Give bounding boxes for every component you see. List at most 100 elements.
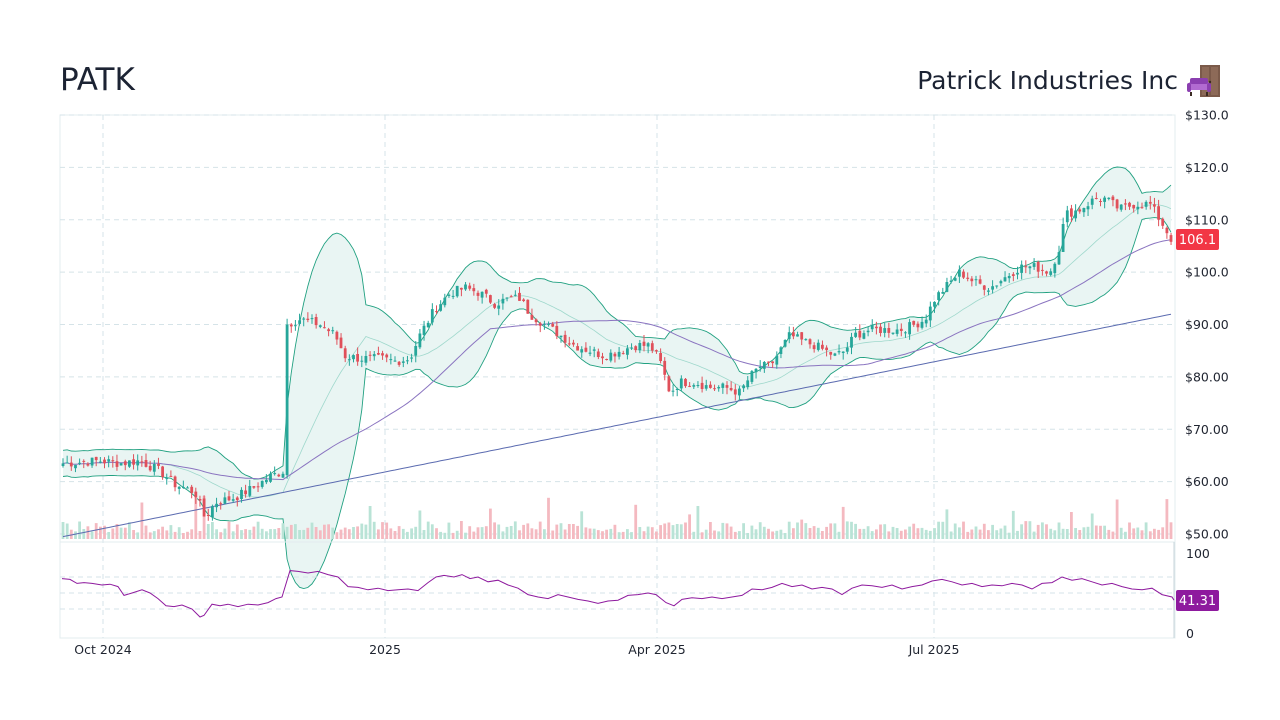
volume-bar (368, 506, 372, 539)
volume-bar (700, 532, 704, 539)
candle-body (202, 498, 206, 517)
company-name: Patrick Industries Inc (917, 66, 1178, 95)
candle-body (638, 343, 642, 351)
volume-bar (306, 527, 310, 539)
volume-bar (1053, 530, 1057, 539)
volume-bar (1074, 528, 1077, 539)
volume-bar (1045, 524, 1048, 539)
candle-body (1128, 202, 1131, 207)
volume-bar (937, 521, 940, 539)
volume-bar (613, 524, 617, 539)
volume-bar (426, 521, 430, 539)
candle-body (1053, 263, 1057, 274)
volume-bar (837, 531, 841, 539)
candle-body (65, 462, 69, 464)
volume-bar (609, 528, 613, 539)
volume-bar (987, 530, 990, 539)
candle-body (999, 281, 1003, 284)
volume-bar (933, 528, 936, 539)
volume-bar (414, 526, 418, 539)
volume-bar (887, 531, 891, 539)
volume-bar (526, 523, 530, 539)
volume-bar (783, 533, 787, 539)
candle-body (626, 348, 629, 355)
volume-bar (1124, 531, 1127, 539)
candle-body (161, 466, 164, 477)
candle-body (1140, 207, 1144, 209)
volume-bar (958, 527, 961, 539)
candle-body (717, 387, 721, 389)
candle-body (302, 318, 306, 320)
volume-bar (787, 521, 791, 539)
candle-body (933, 301, 936, 307)
volume-bar (1032, 531, 1036, 539)
candle-body (700, 382, 704, 389)
candle-body (190, 486, 194, 493)
candle-body (821, 344, 824, 349)
candle-body (982, 285, 986, 290)
volume-bar (252, 526, 256, 539)
candle-body (928, 306, 932, 321)
candle-body (721, 383, 725, 388)
candle-body (298, 320, 301, 324)
candle-body (767, 361, 770, 363)
volume-bar (792, 528, 795, 539)
candle-body (360, 360, 364, 362)
volume-bar (588, 528, 592, 539)
candle-body (572, 342, 575, 345)
candle-body (750, 371, 754, 382)
volume-bar (630, 532, 633, 539)
volume-bar (518, 530, 521, 539)
volume-bar (920, 527, 924, 539)
volume-bar (829, 523, 833, 539)
candle-body (551, 323, 555, 327)
volume-bar (513, 521, 517, 539)
volume-bar (626, 529, 629, 539)
candle-body (1041, 269, 1044, 271)
volume-bar (717, 531, 721, 539)
volume-bar (634, 504, 638, 539)
candle-body (1148, 201, 1152, 204)
volume-bar (418, 510, 422, 539)
candle-body (1036, 261, 1040, 272)
volume-bar (879, 524, 882, 539)
bollinger-middle (62, 204, 1172, 498)
volume-bar (256, 521, 260, 539)
volume-bar (377, 529, 380, 539)
volume-bar (1003, 525, 1007, 539)
candle-body (958, 269, 961, 277)
volume-bar (273, 529, 277, 539)
candle-body (285, 324, 289, 476)
candle-body (655, 350, 658, 352)
volume-bar (729, 526, 733, 539)
candle-body (659, 353, 662, 361)
candle-body (916, 323, 920, 328)
volume-bar (289, 524, 293, 539)
candle-body (343, 348, 347, 359)
candle-body (833, 353, 837, 356)
candle-body (393, 360, 397, 362)
volume-bar (638, 527, 642, 539)
y-tick-label: $70.00 (1185, 422, 1229, 437)
volume-bar (281, 523, 285, 539)
volume-bar (663, 523, 667, 539)
candle-body (796, 334, 799, 337)
candle-body (294, 325, 297, 327)
candle-body (792, 332, 795, 337)
candle-body (1132, 205, 1136, 209)
candle-body (414, 346, 418, 356)
candle-body (978, 279, 982, 284)
candle-body (829, 351, 833, 355)
candle-body (476, 292, 480, 296)
volume-bar (725, 523, 729, 539)
volume-bar (211, 522, 214, 539)
volume-bar (318, 530, 322, 539)
x-tick-label: Oct 2024 (74, 642, 131, 657)
candle-body (634, 346, 638, 351)
volume-bar (347, 529, 351, 539)
candle-body (671, 390, 675, 392)
candle-body (775, 355, 779, 365)
volume-bar (709, 522, 712, 539)
volume-bar (1078, 530, 1082, 539)
